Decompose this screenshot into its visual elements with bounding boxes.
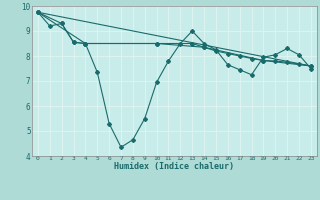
X-axis label: Humidex (Indice chaleur): Humidex (Indice chaleur) — [115, 162, 234, 171]
